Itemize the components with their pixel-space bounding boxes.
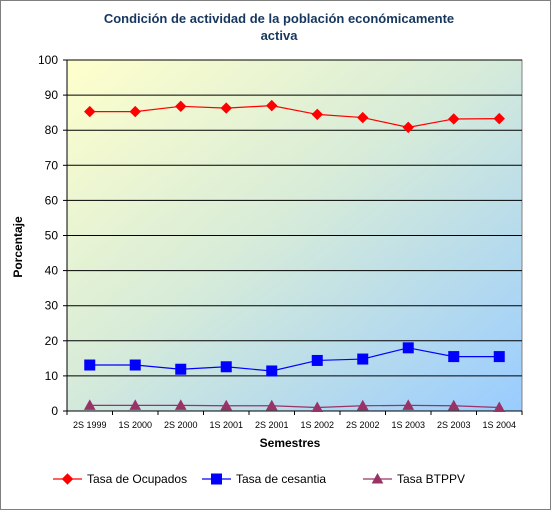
data-point-marker xyxy=(402,399,415,410)
data-point-marker xyxy=(357,111,369,124)
data-point-marker xyxy=(493,351,505,363)
y-tick-label: 0 xyxy=(51,404,58,418)
legend-label: Tasa de Ocupados xyxy=(87,472,187,486)
y-tick-label: 20 xyxy=(45,334,59,348)
data-point-marker xyxy=(220,399,233,411)
data-point-marker xyxy=(447,399,460,411)
legend-item: Tasa de Ocupados xyxy=(53,472,187,486)
data-point-marker xyxy=(311,401,324,412)
legend-marker xyxy=(371,472,384,484)
x-axis-title: Semestres xyxy=(260,436,321,450)
x-tick-label: 1S 2004 xyxy=(482,420,516,430)
data-point-marker xyxy=(493,112,505,125)
x-tick-label: 2S 2002 xyxy=(346,420,380,430)
data-point-marker xyxy=(448,113,460,125)
y-tick-label: 60 xyxy=(45,193,59,207)
y-tick-label: 10 xyxy=(45,369,59,383)
data-point-marker xyxy=(174,399,187,410)
y-tick-label: 80 xyxy=(45,123,59,137)
gridlines xyxy=(66,59,522,412)
data-point-marker xyxy=(493,401,506,412)
legend-marker xyxy=(211,473,222,485)
y-tick-label: 100 xyxy=(38,53,58,67)
data-point-marker xyxy=(356,399,369,411)
y-tick-label: 30 xyxy=(45,299,59,313)
legend: Tasa de Ocupados Tasa de cesantia Tasa BTP… xyxy=(53,472,465,486)
data-point-marker xyxy=(265,399,278,411)
y-tick-label: 90 xyxy=(45,88,59,102)
series-1 xyxy=(84,342,505,377)
data-point-marker xyxy=(448,351,460,363)
series-line xyxy=(89,105,500,129)
data-point-marker xyxy=(84,105,96,118)
series-layer xyxy=(83,99,506,412)
data-point-marker xyxy=(357,353,369,365)
data-point-marker xyxy=(84,359,96,371)
data-point-marker xyxy=(220,361,232,373)
y-tick-label: 40 xyxy=(45,264,59,278)
legend-label: Tasa BTPPV xyxy=(397,472,465,486)
legend-item: Tasa de cesantia xyxy=(202,472,326,486)
x-tick-label: 1S 2000 xyxy=(118,420,152,430)
x-tick-label: 2S 1999 xyxy=(73,420,107,430)
y-tick-label: 70 xyxy=(45,158,59,172)
chart-title-line-1: Condición de actividad de la población e… xyxy=(104,11,454,26)
data-point-marker xyxy=(129,399,142,410)
series-line xyxy=(89,347,500,372)
x-tick-label: 1S 2001 xyxy=(209,420,243,430)
data-point-marker xyxy=(220,102,232,114)
data-point-marker xyxy=(266,365,278,377)
chart-title-line-2: activa xyxy=(261,28,299,43)
legend-marker xyxy=(61,473,74,485)
x-axis-ticks: 2S 1999 1S 2000 2S 2000 1S 2001 2S 2001 1S 20… xyxy=(66,411,523,430)
data-point-marker xyxy=(175,100,187,113)
data-point-marker xyxy=(311,108,323,121)
legend-item: Tasa BTPPV xyxy=(363,472,465,486)
x-tick-label: 2S 2003 xyxy=(437,420,471,430)
data-point-marker xyxy=(402,342,414,354)
y-axis-ticks: 0 10 20 30 40 50 60 70 80 90 100 xyxy=(38,53,67,418)
data-point-marker xyxy=(402,121,414,134)
x-tick-label: 1S 2002 xyxy=(300,420,334,430)
x-tick-label: 2S 2001 xyxy=(255,420,289,430)
x-tick-label: 1S 2003 xyxy=(391,420,425,430)
x-tick-label: 2S 2000 xyxy=(164,420,198,430)
y-tick-label: 50 xyxy=(45,229,59,243)
data-point-marker xyxy=(175,363,187,375)
data-point-marker xyxy=(311,354,323,366)
legend-label: Tasa de cesantia xyxy=(236,472,326,486)
y-axis-title: Porcentaje xyxy=(11,216,25,278)
data-point-marker xyxy=(129,359,141,371)
series-2 xyxy=(83,399,506,412)
data-point-marker xyxy=(129,105,141,118)
data-point-marker xyxy=(83,399,96,410)
series-line xyxy=(89,404,500,409)
series-0 xyxy=(84,99,505,134)
data-point-marker xyxy=(266,99,278,112)
